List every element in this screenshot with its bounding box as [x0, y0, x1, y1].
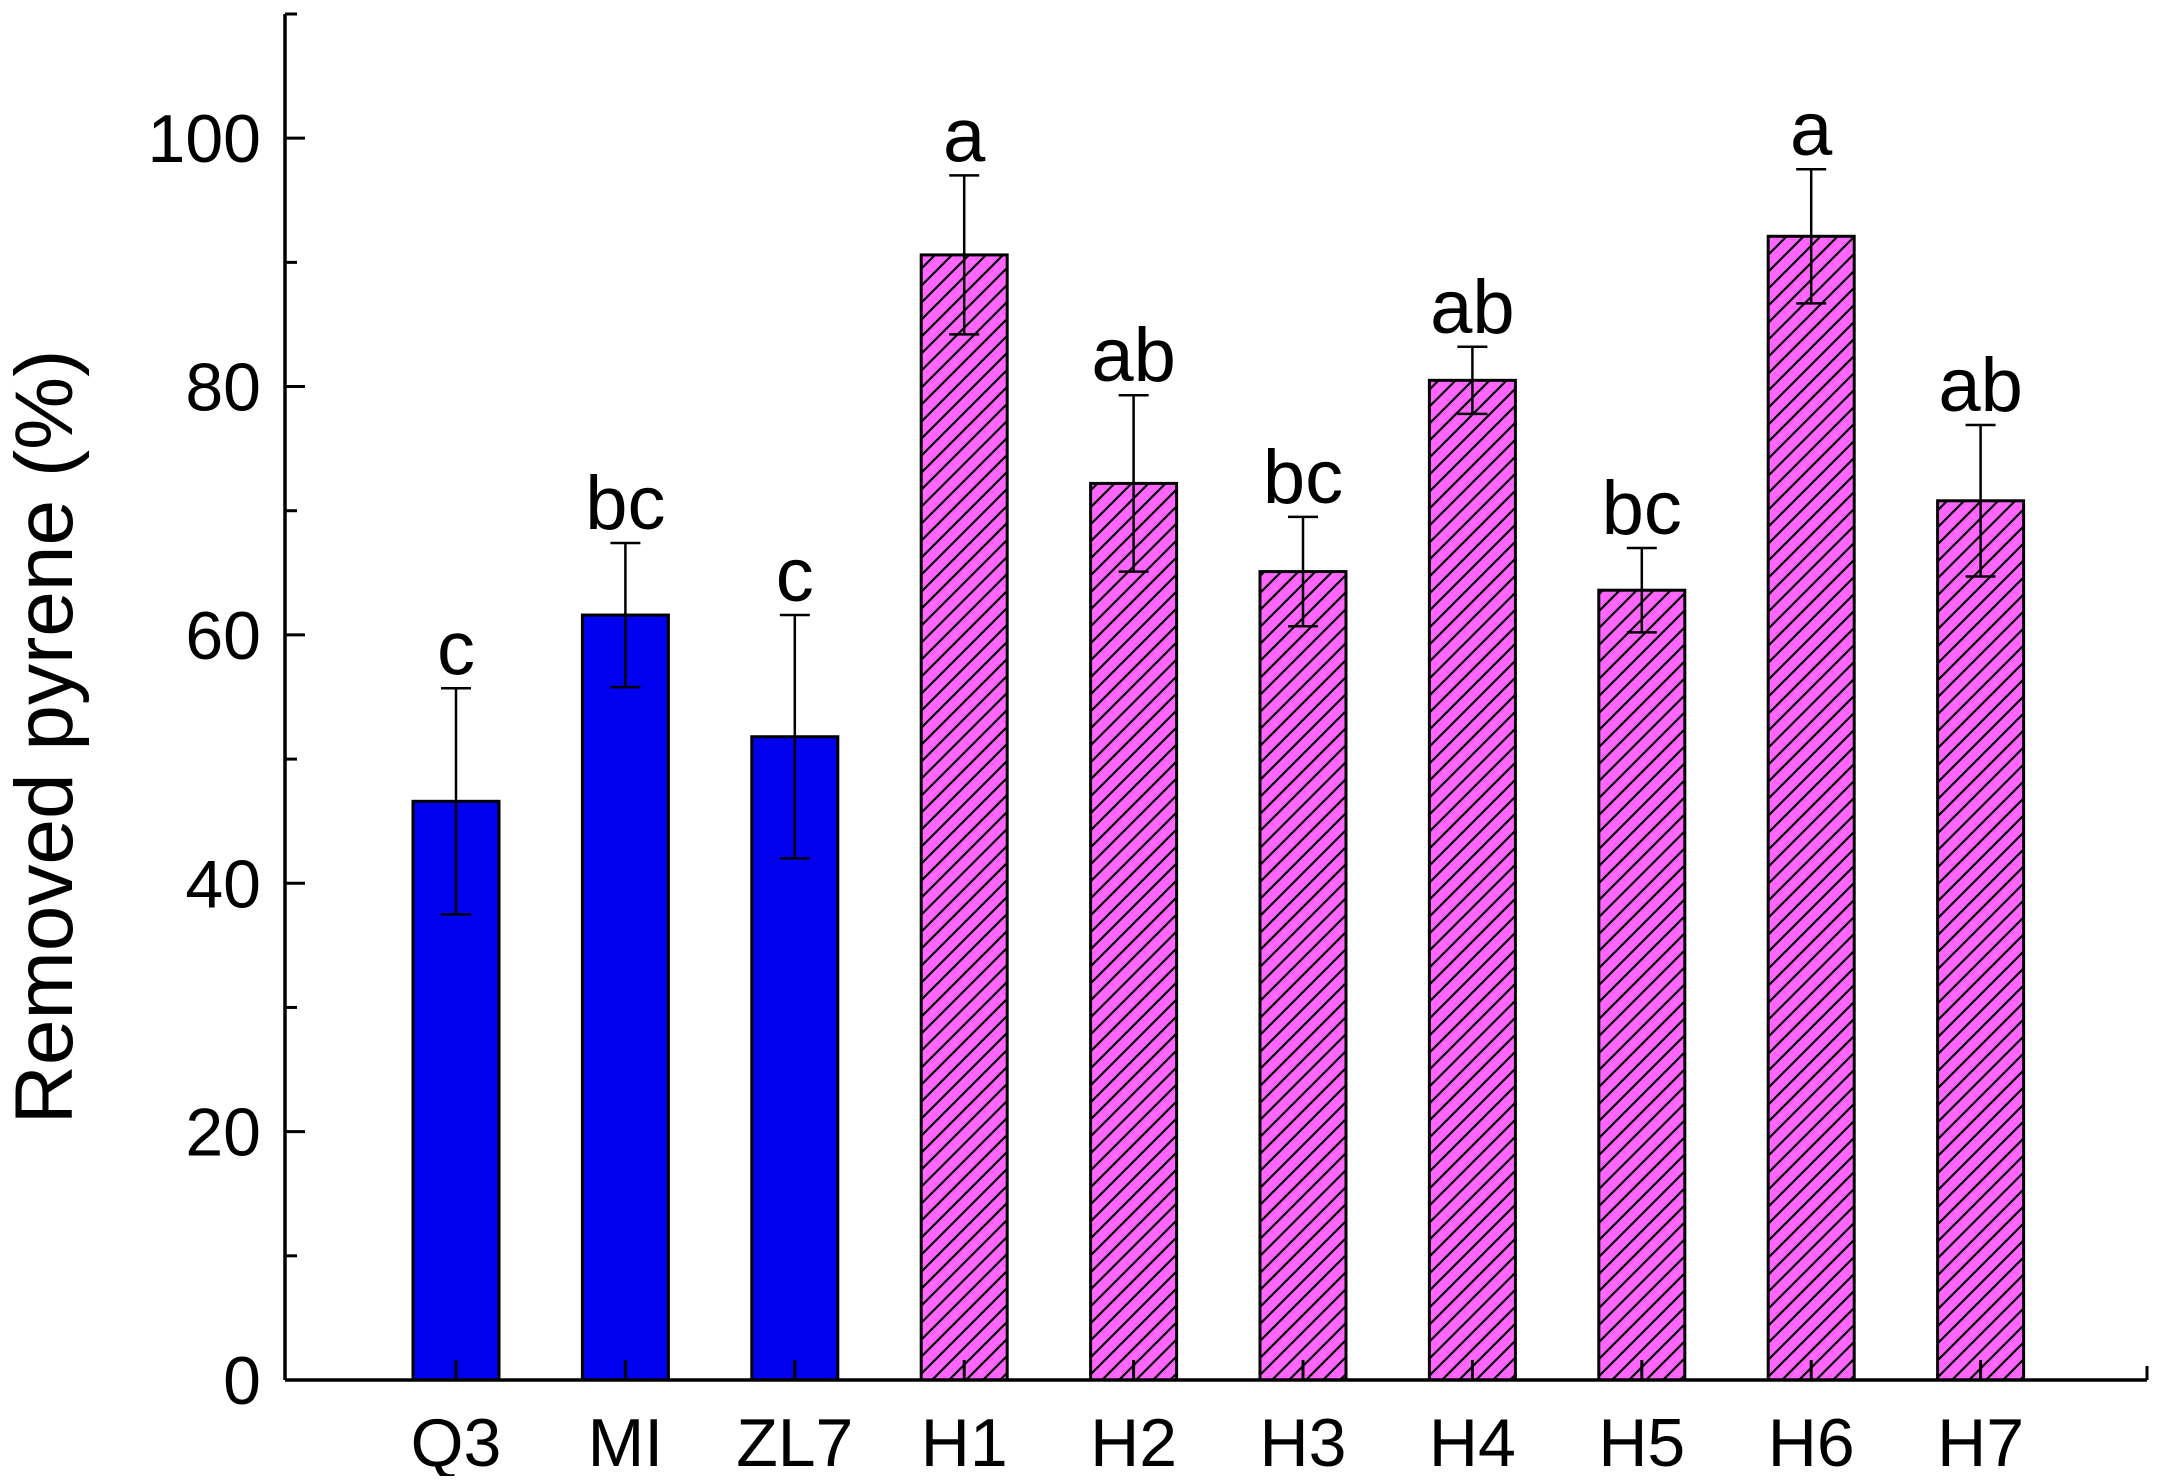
significance-label: bc — [1602, 466, 1682, 551]
bar — [919, 253, 1009, 1382]
bar — [1936, 499, 2026, 1382]
x-tick-label: H7 — [1937, 1405, 2024, 1476]
significance-label: ab — [1430, 265, 1515, 350]
bar — [1766, 234, 1856, 1382]
significance-label: bc — [1263, 435, 1343, 520]
x-tick-label: H6 — [1768, 1405, 1855, 1476]
y-tick-label: 0 — [223, 1343, 261, 1419]
significance-label: c — [437, 606, 475, 691]
y-tick-label: 60 — [185, 598, 261, 674]
labels-layer: 0 20 40 60 80 100 Q3 c MI bc ZL7 c H1 a H2 ab H3 bc H4 ab H5… — [148, 87, 2025, 1481]
y-axis-title: Removed pyrene (%) — [0, 350, 90, 1125]
significance-label: a — [943, 93, 986, 178]
axes-layer — [283, 12, 2149, 1382]
bar — [1597, 588, 1687, 1382]
bar — [1258, 570, 1348, 1382]
error-bars-layer — [441, 167, 1996, 916]
x-tick-label: ZL7 — [736, 1405, 853, 1476]
significance-label: ab — [1091, 313, 1176, 398]
significance-label: bc — [585, 461, 665, 546]
bars-layer — [411, 234, 2026, 1382]
y-tick-label: 40 — [185, 846, 261, 922]
y-tick-label: 100 — [148, 101, 261, 177]
x-tick-label: Q3 — [411, 1405, 502, 1476]
x-tick-label: H3 — [1260, 1405, 1347, 1476]
significance-label: a — [1790, 87, 1833, 172]
y-tick-label: 80 — [185, 350, 261, 426]
x-tick-label: H2 — [1090, 1405, 1177, 1476]
x-tick-label: H5 — [1598, 1405, 1685, 1476]
significance-label: ab — [1938, 343, 2023, 428]
bar — [580, 613, 670, 1382]
significance-label: c — [776, 533, 814, 618]
bar — [1089, 481, 1179, 1382]
x-tick-label: H4 — [1429, 1405, 1516, 1476]
bar — [1427, 378, 1517, 1382]
x-tick-label: H1 — [921, 1405, 1008, 1476]
x-tick-label: MI — [588, 1405, 664, 1476]
y-tick-label: 20 — [185, 1095, 261, 1171]
